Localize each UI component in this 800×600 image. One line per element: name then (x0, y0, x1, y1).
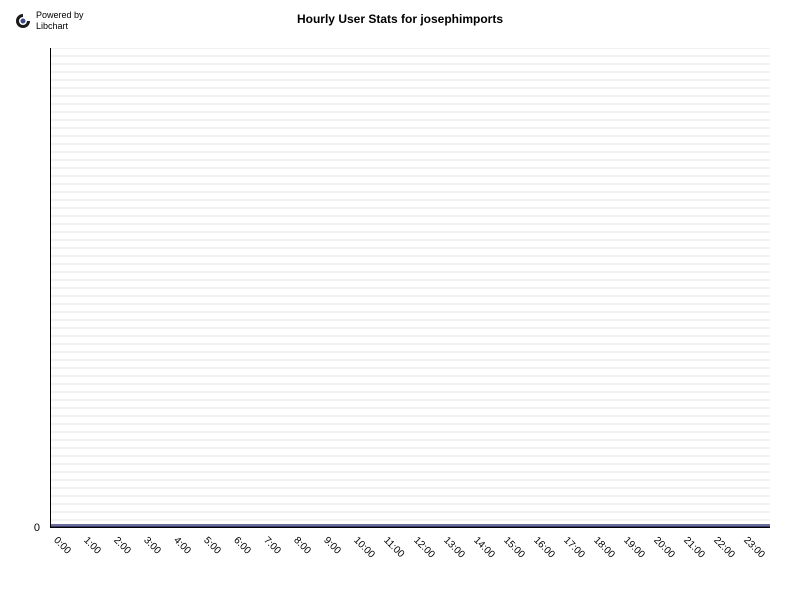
x-tick-label: 14:00 (471, 535, 496, 560)
x-tick-label: 8:00 (291, 535, 313, 557)
x-tick-label: 19:00 (621, 535, 646, 560)
x-axis: 0:00 1:00 2:00 3:00 4:00 5:00 6:00 7:00 8:00 9:00… (50, 530, 770, 590)
x-tick-label: 15:00 (501, 535, 526, 560)
x-tick-label: 18:00 (591, 535, 616, 560)
bottom-accent-line (51, 524, 770, 527)
x-tick-label: 4:00 (171, 535, 193, 557)
x-tick-label: 0:00 (51, 535, 73, 557)
x-tick-label: 22:00 (711, 535, 736, 560)
powered-by-line2: Libchart (36, 21, 84, 32)
chart-header: Powered by Libchart (15, 10, 84, 32)
chart-title: Hourly User Stats for josephimports (297, 12, 503, 26)
x-tick-label: 16:00 (531, 535, 556, 560)
x-tick-label: 13:00 (441, 535, 466, 560)
gridlines (51, 48, 770, 527)
x-tick-label: 11:00 (381, 535, 406, 560)
x-tick-label: 7:00 (261, 535, 283, 557)
x-tick-label: 3:00 (141, 535, 163, 557)
x-tick-label: 20:00 (651, 535, 676, 560)
y-axis: 0 (0, 48, 45, 528)
y-tick-label: 0 (34, 522, 40, 534)
x-tick-label: 6:00 (231, 535, 253, 557)
x-tick-label: 21:00 (681, 535, 706, 560)
x-tick-label: 12:00 (411, 535, 436, 560)
libchart-logo-icon (15, 13, 31, 29)
x-tick-label: 10:00 (351, 535, 376, 560)
powered-by-line1: Powered by (36, 10, 84, 21)
x-tick-label: 1:00 (81, 535, 103, 557)
x-tick-label: 5:00 (201, 535, 223, 557)
x-tick-label: 17:00 (561, 535, 586, 560)
x-tick-label: 2:00 (111, 535, 133, 557)
x-tick-label: 23:00 (741, 535, 766, 560)
x-tick-label: 9:00 (321, 535, 343, 557)
plot-area (50, 48, 770, 528)
powered-by-label: Powered by Libchart (36, 10, 84, 32)
